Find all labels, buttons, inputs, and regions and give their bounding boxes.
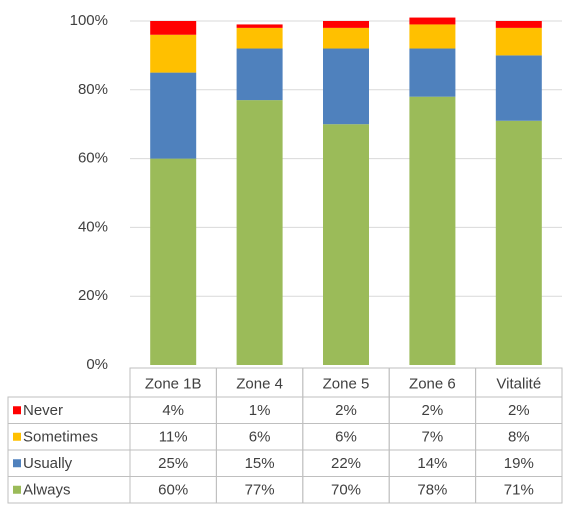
legend-key	[13, 459, 21, 468]
legend-key	[13, 432, 21, 441]
table-value: 6%	[249, 429, 271, 446]
table-value: 60%	[158, 482, 188, 499]
table-value: 70%	[331, 482, 361, 499]
y-tick-label: 80%	[78, 81, 108, 98]
y-tick-label: 20%	[78, 287, 108, 304]
category-label: Vitalité	[496, 375, 541, 392]
table-value: 2%	[335, 402, 357, 419]
bar-segment	[409, 96, 456, 366]
legend-label: Never	[23, 402, 63, 419]
table-value: 25%	[158, 455, 188, 472]
table-value: 71%	[504, 482, 534, 499]
legend-label: Usually	[23, 455, 73, 472]
table-value: 22%	[331, 455, 361, 472]
table-value: 15%	[245, 455, 275, 472]
table-value: 7%	[422, 429, 444, 446]
table-value: 14%	[417, 455, 447, 472]
bar-segment	[236, 24, 283, 28]
table-value: 2%	[422, 402, 444, 419]
table-value: 1%	[249, 402, 271, 419]
bar-segment	[236, 27, 283, 49]
bar-segment	[236, 100, 283, 366]
bar-segment	[323, 27, 369, 49]
category-label: Zone 5	[323, 375, 370, 392]
table-value: 2%	[508, 402, 530, 419]
bar-segment	[150, 21, 197, 35]
bar-segment	[323, 48, 369, 125]
bar-segment	[495, 120, 542, 365]
table-value: 6%	[335, 429, 357, 446]
table-value: 19%	[504, 455, 534, 472]
bar-segment	[150, 34, 197, 73]
y-tick-label: 40%	[78, 218, 108, 235]
category-label: Zone 6	[409, 375, 456, 392]
table-value: 78%	[417, 482, 447, 499]
legend-label: Always	[23, 482, 71, 499]
bar-segment	[323, 124, 369, 365]
legend-key	[13, 406, 21, 415]
y-tick-label: 100%	[70, 12, 108, 29]
category-label: Zone 1B	[145, 375, 202, 392]
legend-key	[13, 485, 21, 494]
bar-segment	[150, 72, 197, 159]
bar-segment	[150, 158, 197, 365]
bar-segment	[323, 21, 369, 28]
bar-segment	[495, 21, 542, 28]
y-tick-label: 0%	[86, 356, 108, 373]
category-label: Zone 4	[236, 375, 283, 392]
table-value: 77%	[245, 482, 275, 499]
bar-segment	[409, 17, 456, 25]
bar-segment	[409, 24, 456, 49]
table-value: 4%	[162, 402, 184, 419]
bar-segment	[409, 48, 456, 97]
bar-segment	[495, 27, 542, 56]
y-tick-label: 60%	[78, 150, 108, 167]
bar-segment	[236, 48, 283, 101]
legend-label: Sometimes	[23, 429, 98, 446]
table-value: 8%	[508, 429, 530, 446]
bar-segment	[495, 55, 542, 121]
table-value: 11%	[159, 429, 188, 446]
table-cell	[475, 476, 563, 504]
